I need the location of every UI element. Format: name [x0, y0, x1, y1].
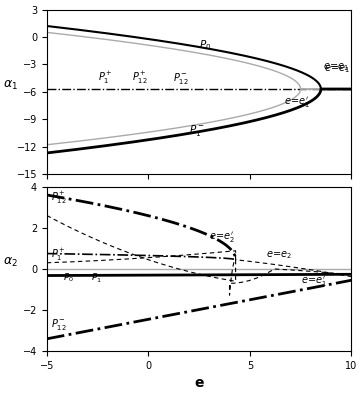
Text: $P_0$: $P_0$ — [63, 271, 74, 284]
X-axis label: $\bf{e}$: $\bf{e}$ — [194, 377, 204, 390]
Text: $e\!=\!e_2'$: $e\!=\!e_2'$ — [209, 230, 236, 245]
Text: $P_1^-$: $P_1^-$ — [91, 271, 105, 285]
Text: $e\!=\!e_1$: $e\!=\!e_1$ — [324, 63, 350, 74]
Text: $e\!=\!e_1'$: $e\!=\!e_1'$ — [301, 275, 327, 289]
Y-axis label: $\alpha_2$: $\alpha_2$ — [3, 256, 18, 269]
Text: $e\!=\!e_1'$: $e\!=\!e_1'$ — [284, 96, 311, 110]
Y-axis label: $\alpha_1$: $\alpha_1$ — [3, 79, 18, 92]
Text: $P_1^+$: $P_1^+$ — [51, 247, 66, 263]
Text: $P_{12}^-$: $P_{12}^-$ — [173, 71, 188, 86]
Text: $P_{12}^+$: $P_{12}^+$ — [51, 190, 67, 206]
Text: $P_1^+$: $P_1^+$ — [98, 70, 113, 86]
Text: $P_{12}^-$: $P_{12}^-$ — [51, 316, 67, 331]
Text: $P_{12}^+$: $P_{12}^+$ — [132, 70, 148, 86]
Text: $e\!=\!e_2$: $e\!=\!e_2$ — [266, 249, 293, 261]
Text: $P_1^-$: $P_1^-$ — [189, 123, 205, 138]
Text: $P_0$: $P_0$ — [199, 38, 211, 52]
Text: $e\!=\!e_1$: $e\!=\!e_1$ — [323, 61, 349, 73]
